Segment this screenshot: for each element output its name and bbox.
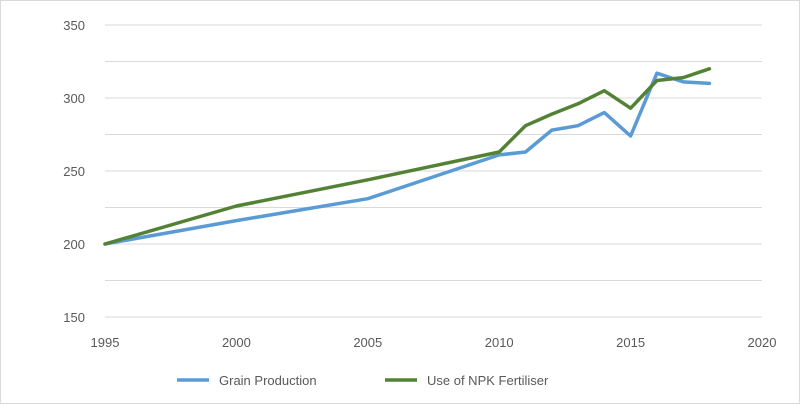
x-tick-label: 2000 [222, 335, 251, 350]
x-tick-label: 2020 [748, 335, 777, 350]
legend-item: Use of NPK Fertiliser [385, 373, 549, 388]
series-line-grain-production [103, 71, 712, 246]
gridlines [105, 24, 762, 318]
legend-label: Use of NPK Fertiliser [427, 373, 549, 388]
x-tick-label: 2010 [485, 335, 514, 350]
y-tick-label: 350 [63, 18, 85, 33]
y-tick-label: 250 [63, 164, 85, 179]
legend: Grain Production Use of NPK Fertiliser [177, 373, 549, 388]
x-axis-tick-labels: 1995 2000 2005 2010 2015 2020 [91, 335, 777, 350]
y-tick-label: 300 [63, 91, 85, 106]
series-lines [103, 67, 712, 246]
y-axis-tick-labels: 150 200 250 300 350 [63, 18, 85, 325]
x-tick-label: 1995 [91, 335, 120, 350]
y-tick-label: 200 [63, 237, 85, 252]
legend-label: Grain Production [219, 373, 317, 388]
y-tick-label: 150 [63, 310, 85, 325]
x-tick-label: 2005 [353, 335, 382, 350]
x-tick-label: 2015 [616, 335, 645, 350]
series-line-npk-fertiliser [103, 67, 712, 246]
legend-item: Grain Production [177, 373, 317, 388]
